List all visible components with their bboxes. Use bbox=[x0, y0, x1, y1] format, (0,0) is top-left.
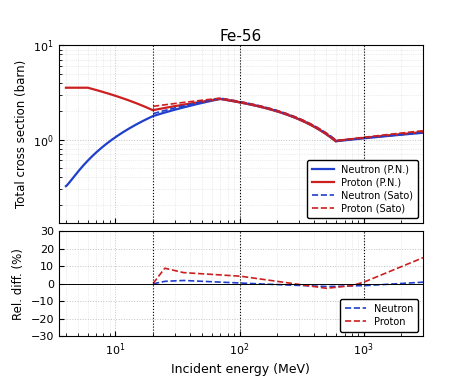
Proton (Sato) bbox=[280, 110, 285, 115]
Proton (Sato) bbox=[370, 134, 376, 138]
Proton (P.N.) bbox=[334, 138, 340, 143]
Neutron (P.N.) bbox=[291, 115, 297, 119]
Line: Proton (P.N.): Proton (P.N.) bbox=[66, 88, 423, 141]
Neutron bbox=[270, 282, 276, 287]
Line: Neutron: Neutron bbox=[153, 280, 423, 287]
Neutron bbox=[420, 280, 426, 285]
Neutron (P.N.) bbox=[271, 108, 276, 113]
Proton bbox=[290, 281, 296, 286]
Proton (P.N.) bbox=[333, 139, 339, 144]
Neutron bbox=[280, 282, 285, 287]
Neutron (P.N.) bbox=[85, 158, 91, 163]
Proton (P.N.) bbox=[371, 135, 376, 139]
Neutron (P.N.) bbox=[334, 139, 340, 143]
Neutron (Sato) bbox=[270, 107, 276, 112]
Proton (Sato) bbox=[420, 129, 426, 133]
Proton (P.N.) bbox=[290, 115, 296, 119]
Legend: Neutron (P.N.), Proton (P.N.), Neutron (Sato), Proton (Sato): Neutron (P.N.), Proton (P.N.), Neutron (… bbox=[307, 160, 418, 218]
Proton (P.N.) bbox=[420, 130, 426, 134]
Neutron bbox=[370, 283, 376, 287]
Proton bbox=[370, 276, 376, 280]
Proton (Sato) bbox=[270, 107, 276, 112]
Line: Neutron (Sato): Neutron (Sato) bbox=[153, 98, 423, 141]
Neutron (P.N.) bbox=[280, 111, 286, 116]
Proton (P.N.) bbox=[85, 85, 91, 90]
Neutron (Sato) bbox=[370, 135, 376, 139]
Proton bbox=[420, 256, 426, 260]
Proton (Sato) bbox=[334, 138, 339, 143]
Neutron (P.N.) bbox=[420, 130, 426, 135]
X-axis label: Incident energy (MeV): Incident energy (MeV) bbox=[172, 363, 310, 376]
Neutron (P.N.) bbox=[371, 135, 376, 139]
Neutron bbox=[334, 284, 339, 288]
Line: Proton: Proton bbox=[153, 258, 423, 288]
Y-axis label: Rel. diff. (%): Rel. diff. (%) bbox=[12, 248, 25, 320]
Y-axis label: Total cross section (barn): Total cross section (barn) bbox=[15, 60, 28, 208]
Line: Proton (Sato): Proton (Sato) bbox=[153, 98, 423, 141]
Proton (P.N.) bbox=[270, 108, 276, 113]
Neutron (Sato) bbox=[290, 114, 296, 118]
Legend: Neutron, Proton: Neutron, Proton bbox=[340, 299, 418, 332]
Proton (P.N.) bbox=[63, 85, 69, 90]
Proton bbox=[334, 285, 339, 290]
Proton (P.N.) bbox=[280, 111, 285, 115]
Neutron (Sato) bbox=[334, 138, 339, 143]
Proton (Sato) bbox=[290, 114, 296, 118]
Proton bbox=[280, 280, 285, 284]
Neutron (P.N.) bbox=[218, 97, 223, 101]
Neutron (Sato) bbox=[420, 130, 426, 135]
Title: Fe-56: Fe-56 bbox=[220, 29, 262, 44]
Proton bbox=[270, 279, 276, 283]
Neutron (Sato) bbox=[280, 110, 285, 115]
Neutron bbox=[290, 283, 296, 288]
Neutron (P.N.) bbox=[63, 184, 69, 188]
Line: Neutron (P.N.): Neutron (P.N.) bbox=[66, 99, 423, 186]
